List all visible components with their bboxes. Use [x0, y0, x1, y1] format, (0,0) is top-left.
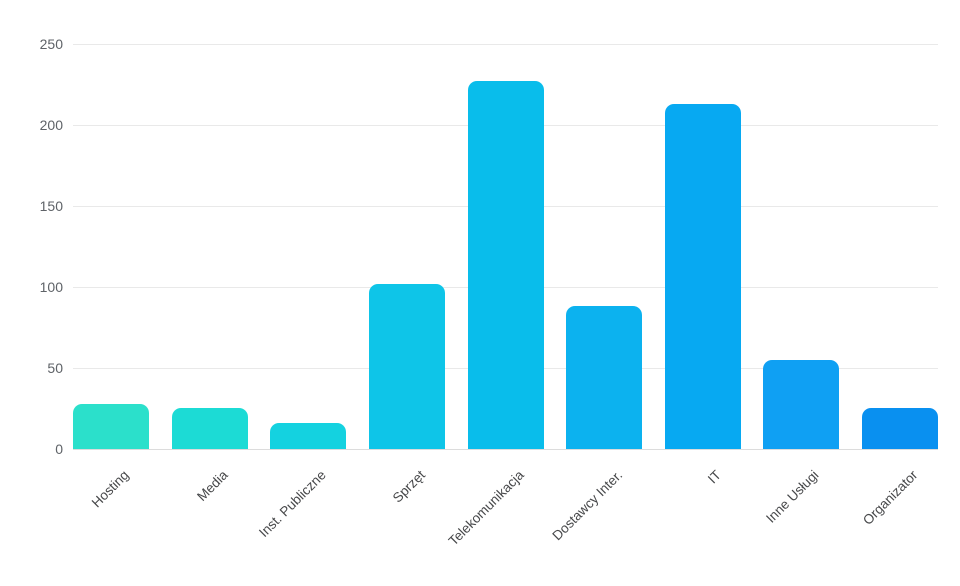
- y-tick-label-250: 250: [39, 36, 63, 52]
- bar-it[interactable]: [664, 104, 741, 449]
- x-label-inst-publiczne: Inst. Publiczne: [256, 467, 329, 541]
- x-label-it: IT: [704, 467, 724, 487]
- plot-area: [73, 0, 938, 449]
- bar-hosting[interactable]: [73, 404, 149, 449]
- y-tick-label-150: 150: [39, 198, 63, 214]
- bar-inst-publiczne[interactable]: [270, 423, 347, 449]
- bar-inne-us-ugi[interactable]: [763, 360, 840, 449]
- y-tick-label-50: 50: [47, 360, 63, 376]
- y-tick-label-0: 0: [55, 441, 63, 457]
- bar-dostawcy-inter[interactable]: [566, 306, 643, 449]
- gridline-250: [73, 44, 938, 45]
- bar-telekomunikacja[interactable]: [467, 81, 544, 449]
- x-label-inne-us-ugi: Inne Usługi: [763, 467, 822, 526]
- bar-media[interactable]: [171, 408, 248, 449]
- x-label-dostawcy-inter: Dostawcy Inter.: [549, 467, 625, 544]
- y-tick-label-100: 100: [39, 279, 63, 295]
- x-label-organizator: Organizator: [860, 467, 921, 528]
- gridline-0: [73, 449, 938, 450]
- x-label-hosting: Hosting: [88, 467, 132, 511]
- bar-sprz-t[interactable]: [368, 284, 445, 449]
- x-label-telekomunikacja: Telekomunikacja: [445, 467, 527, 549]
- x-label-media: Media: [194, 467, 231, 504]
- x-label-sprz-t: Sprzęt: [389, 467, 428, 506]
- bar-organizator[interactable]: [862, 408, 938, 449]
- x-axis: Hosting Media Inst. Publiczne Sprzęt Telekom…: [73, 449, 938, 586]
- y-tick-label-200: 200: [39, 117, 63, 133]
